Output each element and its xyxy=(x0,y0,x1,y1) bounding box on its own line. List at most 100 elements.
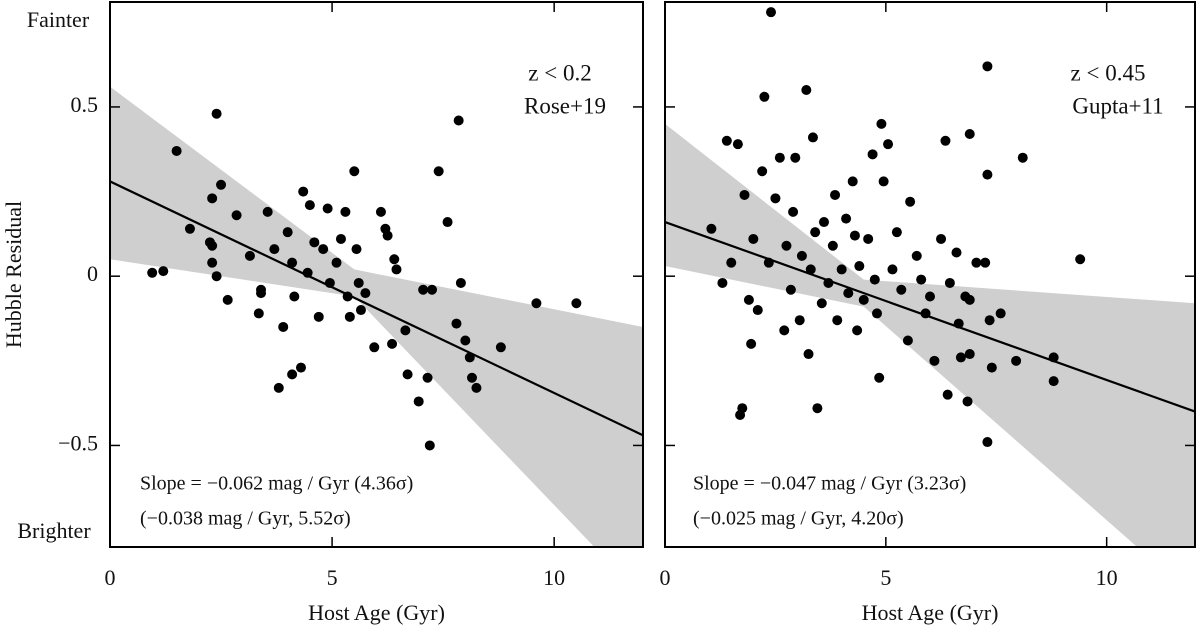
point xyxy=(495,342,506,353)
point xyxy=(887,264,898,275)
x-tick-label: 0 xyxy=(105,565,116,590)
point xyxy=(940,135,951,146)
annotation: (−0.025 mag / Gyr, 4.20σ) xyxy=(693,508,904,530)
point xyxy=(418,284,429,295)
point xyxy=(244,250,255,261)
point xyxy=(757,166,768,177)
annotation: Slope = −0.062 mag / Gyr (4.36σ) xyxy=(140,473,413,495)
point xyxy=(369,342,380,353)
point xyxy=(360,288,371,299)
bottom-note: Brighter xyxy=(17,518,91,543)
point xyxy=(335,233,346,244)
point xyxy=(781,240,792,251)
fit-line xyxy=(110,180,643,437)
point xyxy=(810,227,821,238)
point xyxy=(253,308,264,319)
point xyxy=(951,247,962,258)
point xyxy=(313,311,324,322)
point xyxy=(147,267,158,278)
point xyxy=(964,349,975,360)
point xyxy=(911,250,922,261)
y-axis-label: Hubble Residual xyxy=(1,201,26,348)
point xyxy=(779,325,790,336)
point xyxy=(982,61,993,72)
point xyxy=(1048,352,1059,363)
point xyxy=(322,203,333,214)
point xyxy=(453,115,464,126)
point xyxy=(785,284,796,295)
point xyxy=(451,318,462,329)
point xyxy=(295,362,306,373)
point xyxy=(391,264,402,275)
point xyxy=(282,227,293,238)
point xyxy=(955,352,966,363)
point xyxy=(273,382,284,393)
point xyxy=(158,266,169,277)
point xyxy=(867,149,878,160)
point xyxy=(874,372,885,383)
point xyxy=(796,250,807,261)
top-note: Fainter xyxy=(27,7,90,32)
x-tick-label: 5 xyxy=(327,565,338,590)
annotation: Slope = −0.047 mag / Gyr (3.23σ) xyxy=(693,473,966,495)
point xyxy=(375,206,386,217)
point xyxy=(944,277,955,288)
point xyxy=(344,311,355,322)
point xyxy=(256,288,267,299)
point xyxy=(819,217,829,228)
point xyxy=(304,200,315,211)
point xyxy=(342,291,353,302)
point xyxy=(207,193,218,204)
point xyxy=(732,139,743,150)
point xyxy=(231,210,242,221)
point xyxy=(739,189,750,200)
point xyxy=(920,308,931,319)
point xyxy=(413,396,424,407)
point xyxy=(843,288,854,299)
point xyxy=(424,440,435,451)
annotation: Rose+19 xyxy=(524,93,606,118)
point xyxy=(340,206,351,217)
point xyxy=(854,261,865,272)
point xyxy=(830,189,841,200)
uncertainty-band xyxy=(665,123,1195,547)
point xyxy=(863,233,874,244)
point xyxy=(171,145,182,156)
point xyxy=(752,305,763,316)
point xyxy=(847,176,858,187)
point xyxy=(794,315,805,326)
point xyxy=(1075,254,1086,265)
point xyxy=(262,206,273,217)
point xyxy=(318,244,329,255)
point xyxy=(980,257,991,268)
point xyxy=(953,318,964,329)
point xyxy=(766,7,776,18)
point xyxy=(962,396,973,407)
point xyxy=(387,338,398,349)
point xyxy=(1017,152,1028,163)
point xyxy=(836,264,847,275)
point xyxy=(324,277,335,288)
point xyxy=(812,403,823,414)
point xyxy=(269,244,280,255)
point xyxy=(807,132,818,143)
point xyxy=(869,274,880,285)
x-tick-label: 0 xyxy=(660,565,671,590)
point xyxy=(905,196,916,207)
point xyxy=(222,294,233,305)
point xyxy=(916,274,927,285)
point xyxy=(790,152,801,163)
point xyxy=(823,277,834,288)
axes-frame xyxy=(664,1,1196,548)
point xyxy=(455,277,466,288)
point xyxy=(801,85,812,96)
point xyxy=(207,257,218,268)
point xyxy=(878,176,889,187)
point xyxy=(891,227,902,238)
point xyxy=(400,325,411,336)
axes-frame xyxy=(109,1,644,548)
point xyxy=(936,233,947,244)
point xyxy=(876,118,887,129)
point xyxy=(349,166,360,177)
point xyxy=(964,129,975,140)
